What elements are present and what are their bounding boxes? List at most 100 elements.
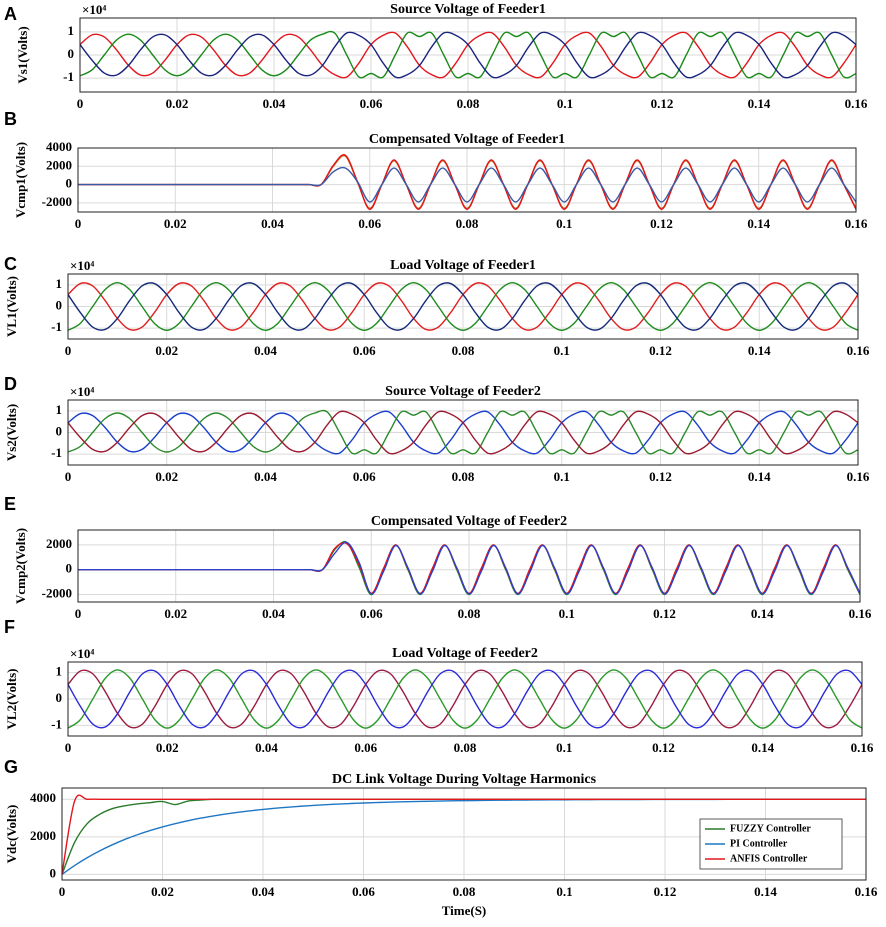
x-tick-label: 0.08 (454, 740, 477, 755)
x-tick-label: 0 (75, 606, 82, 621)
panel-label: F (4, 617, 15, 637)
x-tick-label: 0.12 (652, 740, 675, 755)
y-axis-label: Vcmp1(Volts) (13, 142, 28, 218)
plot-frame (67, 399, 859, 466)
y-tick-label: -2000 (42, 194, 72, 209)
x-tick-label: 0.08 (452, 469, 475, 484)
x-tick-label: 0.02 (164, 606, 187, 621)
y-tick-label: 0 (66, 561, 73, 576)
legend-label: ANFIS Controller (730, 853, 808, 864)
y-tick-label: 4000 (30, 790, 56, 805)
x-tick-label: 0 (77, 96, 84, 111)
x-tick-label: 0.12 (650, 216, 673, 231)
x-tick-label: 0.08 (458, 606, 481, 621)
y-axis-label: VL1(Volts) (4, 276, 19, 337)
panel-label: C (4, 254, 17, 274)
x-tick-label: 0.08 (452, 343, 475, 358)
x-tick-label: 0.1 (556, 884, 572, 899)
series-line (67, 282, 859, 331)
chart-title: DC Link Voltage During Voltage Harmonics (332, 772, 597, 787)
x-tick-label: 0.14 (751, 740, 774, 755)
y-axis-label: VL2(Volts) (4, 669, 19, 730)
x-tick-label: 0.06 (353, 343, 376, 358)
x-tick-label: 0 (65, 343, 72, 358)
x-tick-label: 0 (75, 216, 82, 231)
axis-exponent: ×10⁴ (70, 384, 94, 399)
chart-title: Compensated Voltage of Feeder1 (369, 132, 565, 147)
x-tick-label: 0.16 (845, 96, 868, 111)
panel-label: G (4, 757, 18, 777)
x-tick-label: 0.1 (554, 469, 570, 484)
axis-exponent: ×10⁴ (70, 258, 94, 273)
y-tick-label: -2000 (42, 586, 72, 601)
y-tick-label: -1 (51, 319, 62, 334)
plot-frame (67, 661, 863, 737)
y-tick-label: 0 (56, 423, 63, 438)
y-axis-label: Vs1(Volts) (15, 26, 30, 83)
x-tick-label: 0.16 (847, 469, 870, 484)
x-tick-label: 0.14 (748, 343, 771, 358)
y-tick-label: 2000 (46, 157, 72, 172)
x-tick-label: 0 (65, 469, 72, 484)
chart-title: Load Voltage of Feeder1 (390, 258, 536, 273)
y-tick-label: 2000 (30, 828, 56, 843)
x-tick-label: 0.14 (751, 606, 774, 621)
x-tick-label: 0.08 (453, 884, 476, 899)
x-tick-label: 0.1 (556, 216, 572, 231)
x-tick-label: 0.12 (653, 606, 676, 621)
series-line (67, 409, 859, 455)
series-line (78, 541, 861, 595)
chart-title: Load Voltage of Feeder2 (392, 646, 538, 661)
x-tick-label: 0.06 (354, 740, 377, 755)
plot-frame (61, 787, 867, 881)
x-tick-label: 0.14 (747, 216, 770, 231)
y-tick-label: 2000 (46, 536, 72, 551)
x-tick-label: 0.02 (156, 740, 179, 755)
x-tick-label: 0.12 (649, 343, 672, 358)
x-tick-label: 0.1 (559, 606, 575, 621)
legend-label: FUZZY Controller (730, 823, 811, 834)
x-tick-label: 0 (65, 740, 72, 755)
x-tick-label: 0.16 (845, 216, 868, 231)
x-tick-label: 0.04 (254, 469, 277, 484)
x-tick-label: 0.04 (261, 216, 284, 231)
y-tick-label: -1 (63, 69, 74, 84)
plot-frame (77, 147, 857, 213)
x-tick-label: 0.16 (855, 884, 878, 899)
x-tick-label: 0.04 (255, 740, 278, 755)
x-tick-label: 0.04 (252, 884, 275, 899)
x-tick-label: 0.02 (155, 469, 178, 484)
series-line (79, 31, 857, 79)
y-tick-label: 1 (56, 664, 63, 679)
x-tick-label: 0.14 (754, 884, 777, 899)
series-line (77, 166, 857, 203)
x-tick-label: 0.1 (554, 343, 570, 358)
x-tick-label: 0.04 (263, 96, 286, 111)
series-line (67, 669, 863, 729)
x-tick-label: 0.02 (155, 343, 178, 358)
axis-exponent: ×10⁴ (82, 2, 106, 17)
y-tick-label: 1 (56, 402, 63, 417)
y-tick-label: 0 (66, 176, 73, 191)
x-tick-label: 0.02 (151, 884, 174, 899)
x-tick-label: 0.08 (456, 216, 479, 231)
x-tick-label: 0.06 (353, 469, 376, 484)
x-tick-label: 0.16 (851, 740, 874, 755)
x-tick-label: 0.06 (360, 96, 383, 111)
x-tick-label: 0.16 (847, 343, 870, 358)
y-tick-label: 0 (68, 46, 75, 61)
x-tick-label: 0.04 (262, 606, 285, 621)
x-tick-label: 0 (59, 884, 66, 899)
x-tick-label: 0.1 (557, 96, 573, 111)
plot-frame (79, 17, 857, 93)
x-tick-label: 0.02 (164, 216, 187, 231)
panel-label: A (4, 4, 17, 24)
y-axis-label: Vdc(Volts) (4, 805, 19, 864)
x-tick-label: 0.08 (457, 96, 480, 111)
plot-frame (67, 273, 859, 340)
y-axis-label: Vs2(Volts) (4, 404, 19, 461)
series-line (79, 30, 857, 79)
panel-label: D (4, 374, 17, 394)
x-axis-label: Time(S) (442, 903, 487, 918)
